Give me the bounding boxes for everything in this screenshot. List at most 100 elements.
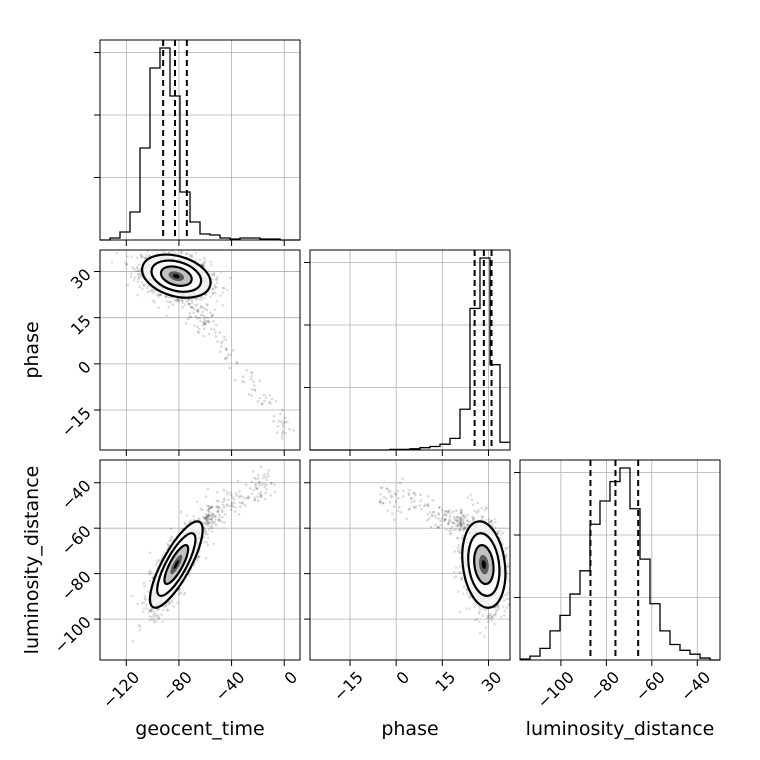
sample-point — [459, 518, 463, 521]
sample-point — [481, 607, 485, 611]
sample-point — [204, 522, 207, 525]
sample-point — [210, 517, 213, 521]
sample-point — [203, 259, 207, 262]
sample-point — [263, 473, 266, 477]
sample-point — [457, 516, 461, 519]
sample-point — [460, 519, 463, 523]
panel-frame — [99, 249, 301, 451]
sample-point — [458, 523, 462, 527]
sample-point — [188, 574, 192, 577]
sample-point — [203, 307, 207, 311]
sample-point — [151, 299, 155, 303]
sample-point — [257, 481, 261, 484]
sample-point — [129, 275, 133, 279]
sample-point — [192, 307, 196, 311]
sample-point — [477, 611, 481, 615]
sample-point — [156, 293, 159, 297]
sample-point — [475, 618, 479, 621]
sample-point — [198, 518, 201, 521]
sample-point — [215, 490, 219, 494]
sample-point — [467, 520, 471, 523]
sample-point — [226, 353, 230, 357]
sample-point — [209, 327, 213, 331]
sample-point — [460, 523, 464, 527]
sample-point — [485, 616, 489, 620]
sample-point — [427, 494, 430, 498]
sample-point — [378, 500, 382, 504]
sample-point — [506, 591, 510, 595]
sample-point — [189, 519, 192, 522]
panel-frame — [519, 459, 721, 661]
sample-point — [256, 499, 260, 503]
sample-point — [426, 504, 430, 508]
sample-point — [226, 492, 229, 496]
sample-point — [213, 515, 217, 518]
sample-point — [408, 488, 411, 492]
sample-point — [208, 522, 212, 525]
sample-point — [459, 522, 463, 525]
sample-point — [244, 483, 248, 487]
sample-point — [171, 303, 175, 307]
sample-point — [192, 311, 196, 315]
sample-point — [454, 528, 458, 531]
sample-point — [279, 412, 282, 416]
sample-point — [229, 353, 232, 356]
sample-point — [288, 427, 291, 431]
sample-point — [456, 521, 460, 525]
sample-point — [202, 334, 205, 338]
sample-point — [179, 510, 183, 514]
sample-point — [217, 518, 220, 522]
sample-point — [206, 319, 209, 323]
sample-point — [206, 532, 209, 536]
sample-point — [199, 313, 203, 317]
sample-point — [170, 600, 173, 604]
sample-point — [135, 266, 138, 270]
sample-point — [157, 617, 160, 620]
sample-point — [458, 519, 461, 523]
sample-point — [126, 283, 130, 287]
sample-point — [413, 506, 417, 510]
sample-point — [170, 535, 174, 538]
sample-point — [208, 514, 212, 517]
sample-point — [213, 521, 217, 524]
sample-point — [379, 498, 383, 502]
sample-point — [206, 514, 209, 517]
sample-point — [428, 517, 431, 520]
sample-point — [490, 615, 493, 618]
sample-point — [143, 595, 147, 598]
sample-point — [439, 519, 442, 523]
sample-point — [456, 536, 460, 540]
sample-point — [386, 509, 389, 512]
histogram-phase — [310, 257, 510, 451]
sample-point — [491, 615, 494, 619]
x-tick-label: −15 — [330, 668, 367, 705]
sample-point — [195, 303, 199, 306]
sample-point — [261, 402, 264, 405]
sample-point — [444, 513, 448, 516]
sample-point — [494, 520, 497, 524]
sample-point — [206, 514, 210, 517]
panel-frame — [99, 39, 301, 241]
sample-point — [259, 493, 263, 497]
sample-point — [502, 599, 506, 603]
sample-point — [197, 517, 200, 520]
y-tick-label: 15 — [67, 311, 95, 339]
histogram-geocent-time — [100, 47, 300, 241]
sample-point — [281, 429, 285, 433]
sample-point — [204, 516, 208, 519]
sample-point — [437, 526, 440, 530]
sample-point — [220, 508, 224, 512]
sample-point — [207, 332, 211, 336]
sample-point — [214, 517, 217, 521]
sample-point — [201, 263, 205, 267]
sample-point — [221, 510, 224, 514]
sample-point — [181, 301, 185, 305]
sample-point — [203, 296, 206, 300]
sample-point — [221, 339, 224, 343]
sample-point — [449, 512, 452, 515]
sample-point — [191, 255, 194, 258]
sample-point — [199, 258, 202, 262]
density-contour — [173, 560, 179, 569]
sample-point — [222, 497, 226, 500]
sample-point — [459, 524, 463, 528]
